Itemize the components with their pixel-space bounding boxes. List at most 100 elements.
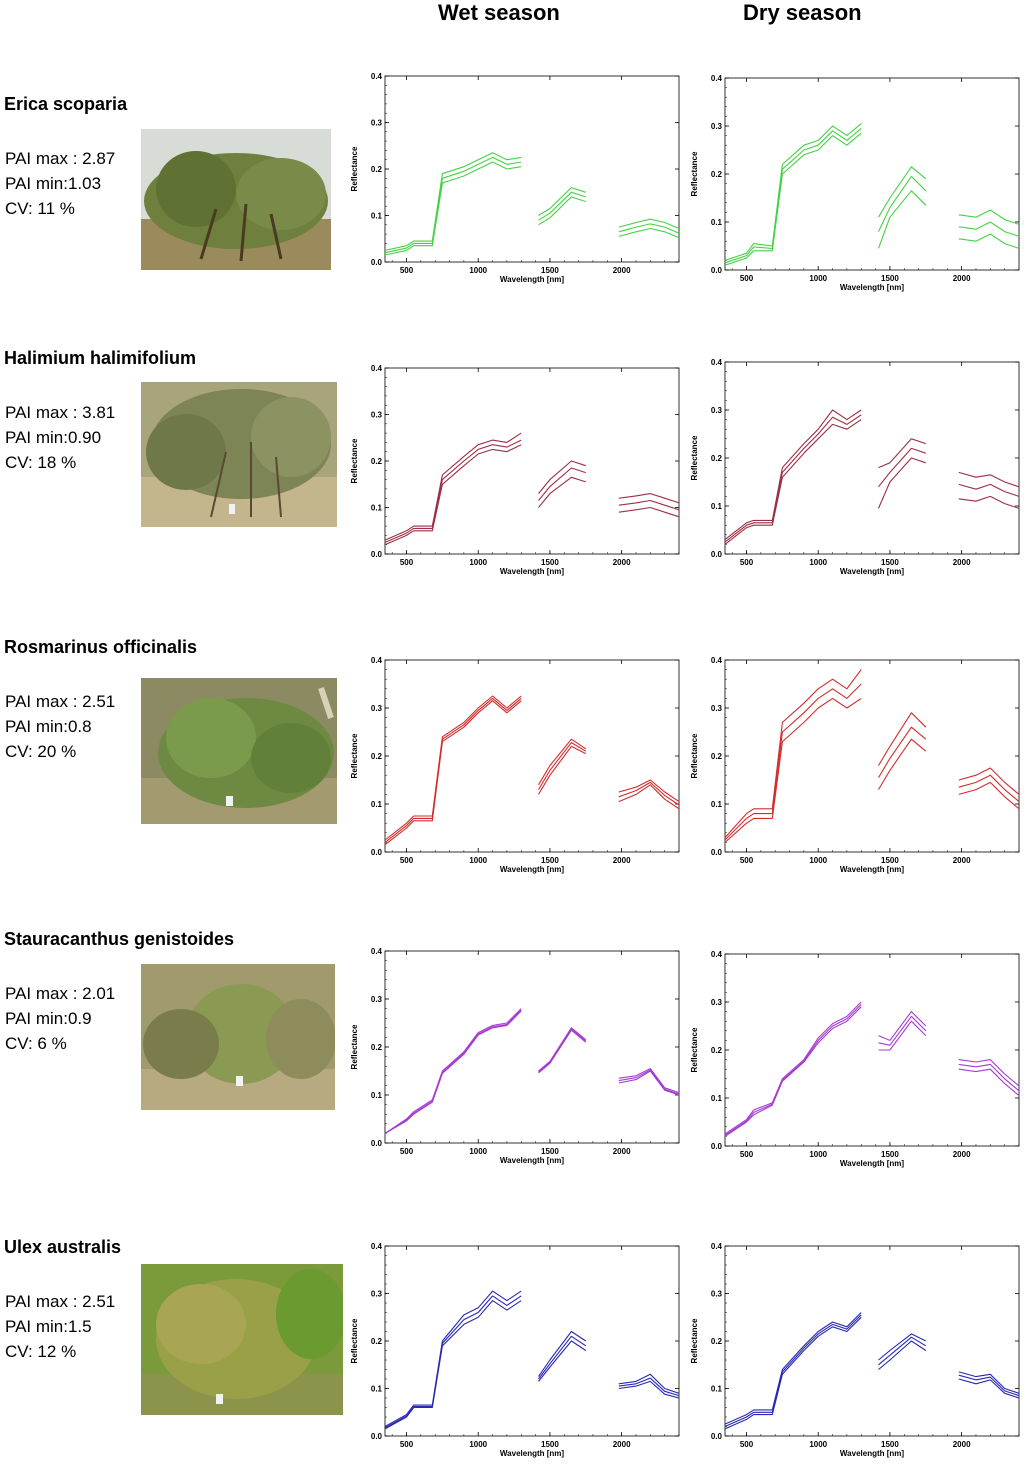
species-name: Rosmarinus officinalis: [4, 637, 198, 657]
spectrum-line-lower: [878, 738, 927, 790]
y-tick-label: 0.1: [371, 504, 383, 513]
pai-max: PAI max : 2.51: [5, 1292, 116, 1311]
x-tick-label: 1500: [541, 266, 559, 275]
spectrum-line-upper: [538, 1027, 587, 1072]
y-tick-label: 0.4: [371, 656, 383, 665]
x-axis-label: Wavelength [nm]: [840, 567, 904, 576]
y-axis-label: Reflectance: [690, 1318, 699, 1363]
x-tick-label: 2000: [953, 274, 971, 283]
spectrum-line-lower: [384, 1010, 522, 1134]
y-axis-label: Reflectance: [350, 146, 359, 191]
x-tick-label: 2000: [953, 856, 971, 865]
spectrum-line-mean: [384, 439, 522, 543]
x-tick-label: 500: [400, 1147, 414, 1156]
species-stats: PAI max : 2.51 PAI min:1.5 CV: 12 %: [5, 1289, 115, 1364]
plot-frame: [724, 953, 1020, 1147]
y-tick-label: 0.3: [371, 1290, 383, 1299]
spectrum-chart-ulex-wet: 0.0 0.1 0.2 0.3 0.4 500 1000 1500 2000 Wavelength…: [350, 1242, 680, 1458]
plot-frame: [384, 659, 680, 853]
x-tick-label: 500: [740, 274, 754, 283]
y-axis-label: Reflectance: [690, 151, 699, 196]
y-tick-label: 0.2: [711, 752, 723, 761]
cv-value: CV: 12 %: [5, 1342, 77, 1361]
y-tick-label: 0.1: [711, 1094, 723, 1103]
x-tick-label: 1000: [469, 558, 487, 567]
spectrum-line-upper: [878, 1333, 927, 1361]
y-tick-label: 0.4: [371, 364, 383, 373]
spectrum-line-mean: [538, 742, 587, 790]
spectrum-line-mean: [384, 697, 522, 843]
y-tick-label: 0.1: [371, 212, 383, 221]
species-stats: PAI max : 2.87 PAI min:1.03 CV: 11 %: [5, 146, 115, 221]
shrub-photo-image: [141, 129, 331, 270]
spectrum-line-mean: [384, 156, 522, 254]
spectrum-line-upper: [724, 669, 862, 838]
x-tick-label: 1000: [469, 856, 487, 865]
spectrum-line-mean: [724, 127, 862, 264]
spectrum-line-lower: [618, 506, 680, 518]
cv-value: CV: 20 %: [5, 742, 77, 761]
y-tick-label: 0.4: [371, 1242, 383, 1251]
spectrum-line-mean: [958, 483, 1020, 497]
spectrum-chart-rosmarinus-dry: 0.0 0.1 0.2 0.3 0.4 500 1000 1500 2000 Wavelength…: [690, 656, 1020, 874]
y-tick-label: 0.4: [711, 1242, 723, 1251]
y-tick-label: 0.0: [711, 266, 723, 275]
x-tick-label: 1500: [541, 558, 559, 567]
shrub-photo: [141, 382, 337, 527]
y-tick-label: 0.0: [711, 848, 723, 857]
x-tick-label: 1500: [541, 856, 559, 865]
spectrum-line-lower: [877, 457, 926, 509]
spectrum-line-upper: [724, 409, 862, 541]
spectrum-line-mean: [384, 1295, 522, 1429]
y-tick-label: 0.3: [711, 1290, 723, 1299]
spectrum-chart-ulex-dry: 0.0 0.1 0.2 0.3 0.4 500 1000 1500 2000 Wavelength…: [690, 1242, 1020, 1458]
spectrum-line-lower: [538, 196, 586, 226]
y-tick-label: 0.1: [371, 1091, 383, 1100]
y-axis-label: Reflectance: [690, 435, 699, 480]
x-tick-label: 1500: [541, 1440, 559, 1449]
x-axis-label: Wavelength [nm]: [500, 567, 564, 576]
x-tick-label: 1500: [881, 856, 899, 865]
spectrum-line-mean: [384, 1009, 522, 1134]
spectrum-line-upper: [538, 460, 586, 494]
spectrum-line-mean: [958, 1063, 1020, 1092]
shrub-photo-image: [141, 964, 335, 1110]
x-tick-label: 2000: [953, 1150, 971, 1159]
cv-value: CV: 11 %: [5, 199, 75, 218]
x-tick-label: 2000: [613, 1440, 631, 1449]
x-tick-label: 1500: [881, 558, 899, 567]
y-tick-label: 0.0: [711, 1432, 723, 1441]
spectrum-line-lower: [384, 700, 522, 846]
spectrum-line-upper: [618, 493, 680, 504]
spectrum-line-lower: [878, 1020, 927, 1051]
pai-max: PAI max : 2.87: [5, 149, 116, 168]
spectrum-line-lower: [958, 1068, 1020, 1097]
spectrum-line-lower: [877, 190, 927, 249]
spectrum-chart-rosmarinus-wet: 0.0 0.1 0.2 0.3 0.4 500 1000 1500 2000 Wavelength…: [350, 656, 680, 874]
spectrum-line-upper: [384, 1290, 522, 1427]
y-tick-label: 0.4: [711, 950, 723, 959]
y-tick-label: 0.2: [371, 1337, 383, 1346]
y-tick-label: 0.1: [371, 1385, 383, 1394]
y-tick-label: 0.3: [371, 411, 383, 420]
spectrum-line-lower: [384, 1300, 522, 1430]
spectrum-line-lower: [724, 697, 862, 843]
y-tick-label: 0.0: [711, 550, 723, 559]
pai-min: PAI min:0.9: [5, 1009, 92, 1028]
x-tick-label: 500: [740, 1150, 754, 1159]
x-tick-label: 1000: [469, 1440, 487, 1449]
spectrum-line-lower: [878, 1340, 927, 1370]
dry-season-header: Dry season: [743, 0, 862, 25]
x-tick-label: 2000: [953, 558, 971, 567]
spectrum-line-mean: [878, 175, 927, 232]
pai-min: PAI min:0.90: [5, 428, 102, 447]
pai-max: PAI max : 2.01: [5, 984, 116, 1003]
spectrum-line-lower: [538, 476, 586, 508]
spectrum-line-mean: [958, 774, 1020, 803]
shrub-photo-image: [141, 1264, 343, 1415]
spectrum-line-mean: [724, 1004, 862, 1136]
spectrum-line-mean: [878, 1015, 927, 1046]
spectrum-line-mean: [538, 1335, 587, 1380]
spectrum-line-lower: [724, 132, 862, 266]
spectrum-chart-stauracanthus-dry: 0.0 0.1 0.2 0.3 0.4 500 1000 1500 2000 Wavelength…: [690, 950, 1020, 1168]
